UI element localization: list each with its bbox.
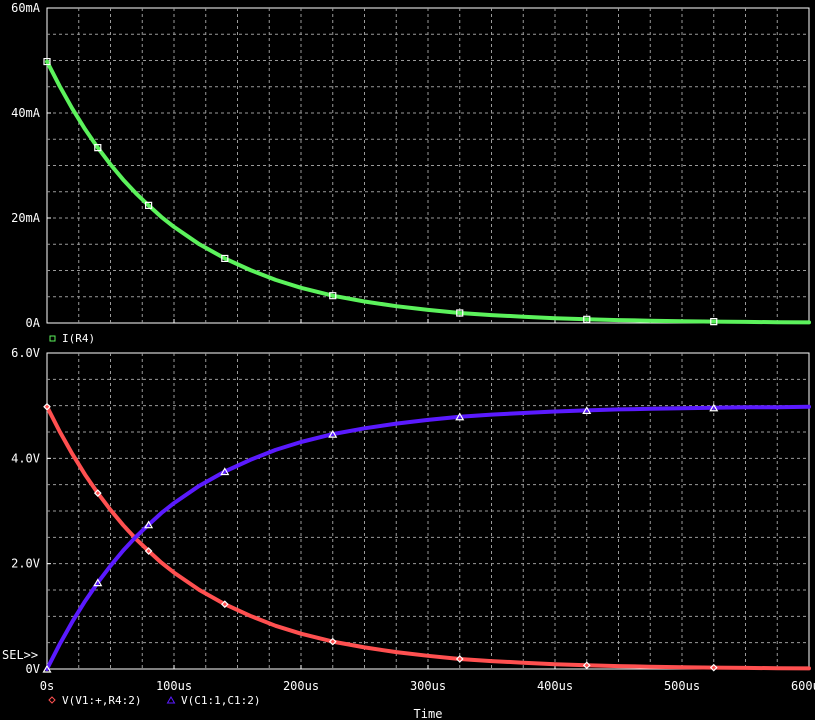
current-series-layer bbox=[43, 57, 811, 326]
capacitor-voltage-legend-label: V(C1:1,C1:2) bbox=[181, 694, 260, 707]
current-plot-grid bbox=[47, 8, 809, 323]
voltage-series-1-point bbox=[144, 520, 154, 529]
voltage-series-1-point bbox=[42, 664, 52, 673]
current-series-0-point bbox=[43, 57, 51, 66]
time-x-tick-label: 400us bbox=[537, 679, 573, 693]
voltage-y-tick-label: 6.0V bbox=[11, 346, 40, 360]
current-series-0-line bbox=[45, 59, 811, 325]
voltage-y-tick-label: 0V bbox=[26, 662, 40, 676]
current-y-tick-label: 0A bbox=[26, 316, 41, 330]
voltage-series-1-point bbox=[220, 467, 230, 476]
current-y-axis-ticks: 0A 20mA 40mA 60mA bbox=[11, 1, 810, 330]
time-x-tick-label: 0s bbox=[40, 679, 54, 693]
voltage-series-1-point bbox=[93, 578, 103, 587]
voltage-y-tick-label: 2.0V bbox=[11, 557, 40, 571]
current-y-tick-label: 20mA bbox=[11, 211, 41, 225]
time-x-tick-label: 300us bbox=[410, 679, 446, 693]
current-series-0-point bbox=[456, 309, 464, 317]
voltage-series-1-point bbox=[328, 429, 338, 438]
time-x-tick-label: 100us bbox=[156, 679, 192, 693]
current-y-tick-label: 60mA bbox=[11, 1, 41, 15]
current-plot-panel: 0A 20mA 40mA 60mA I(R4) bbox=[11, 1, 811, 345]
voltage-series-1-point bbox=[455, 412, 465, 421]
voltage-source-legend-label: V(V1:+,R4:2) bbox=[62, 694, 141, 707]
selection-marker-label[interactable]: SEL>> bbox=[2, 648, 38, 662]
time-x-tick-label: 500us bbox=[664, 679, 700, 693]
current-legend-marker bbox=[49, 335, 56, 342]
voltage-series-1-line bbox=[45, 404, 811, 671]
current-series-0-point bbox=[145, 201, 153, 209]
current-legend: I(R4) bbox=[49, 332, 95, 345]
current-series-0-point bbox=[94, 144, 102, 152]
time-x-tick-label: 200us bbox=[283, 679, 319, 693]
current-series-0-point bbox=[221, 254, 229, 263]
current-y-tick-label: 40mA bbox=[11, 106, 41, 120]
voltage-series-0-point bbox=[455, 655, 464, 663]
voltage-source-legend-marker bbox=[48, 696, 56, 704]
voltage-series-1-point bbox=[709, 403, 719, 412]
voltage-series-0-point bbox=[582, 661, 591, 670]
voltage-y-axis-ticks: 0V 2.0V 4.0V 6.0V bbox=[11, 346, 51, 676]
voltage-plot-panel: 0V 2.0V 4.0V 6.0V 0s 100us 200us 300us 400us 500… bbox=[2, 346, 815, 720]
voltage-series-1-point bbox=[582, 406, 592, 415]
time-x-axis-ticks: 0s 100us 200us 300us 400us 500us 600us bbox=[40, 665, 815, 693]
voltage-series-0-point bbox=[144, 547, 153, 555]
voltage-series-0-point bbox=[43, 402, 51, 411]
x-axis-title: Time bbox=[414, 707, 443, 720]
voltage-series-0-point bbox=[220, 600, 229, 609]
voltage-series-layer bbox=[42, 402, 811, 673]
voltage-series-0-line bbox=[45, 404, 811, 671]
time-x-tick-label: 600us bbox=[791, 679, 815, 693]
capacitor-voltage-legend-marker bbox=[166, 696, 176, 704]
voltage-legend: V(V1:+,R4:2) V(C1:1,C1:2) bbox=[48, 694, 260, 707]
current-series-0-point bbox=[329, 292, 337, 300]
current-legend-label: I(R4) bbox=[62, 332, 95, 345]
voltage-series-0-point bbox=[93, 489, 102, 497]
current-series-0-point bbox=[710, 318, 718, 326]
voltage-series-0-point bbox=[709, 663, 718, 672]
current-series-0-point bbox=[583, 315, 591, 323]
voltage-y-tick-label: 4.0V bbox=[11, 451, 40, 465]
voltage-series-0-point bbox=[328, 637, 337, 646]
